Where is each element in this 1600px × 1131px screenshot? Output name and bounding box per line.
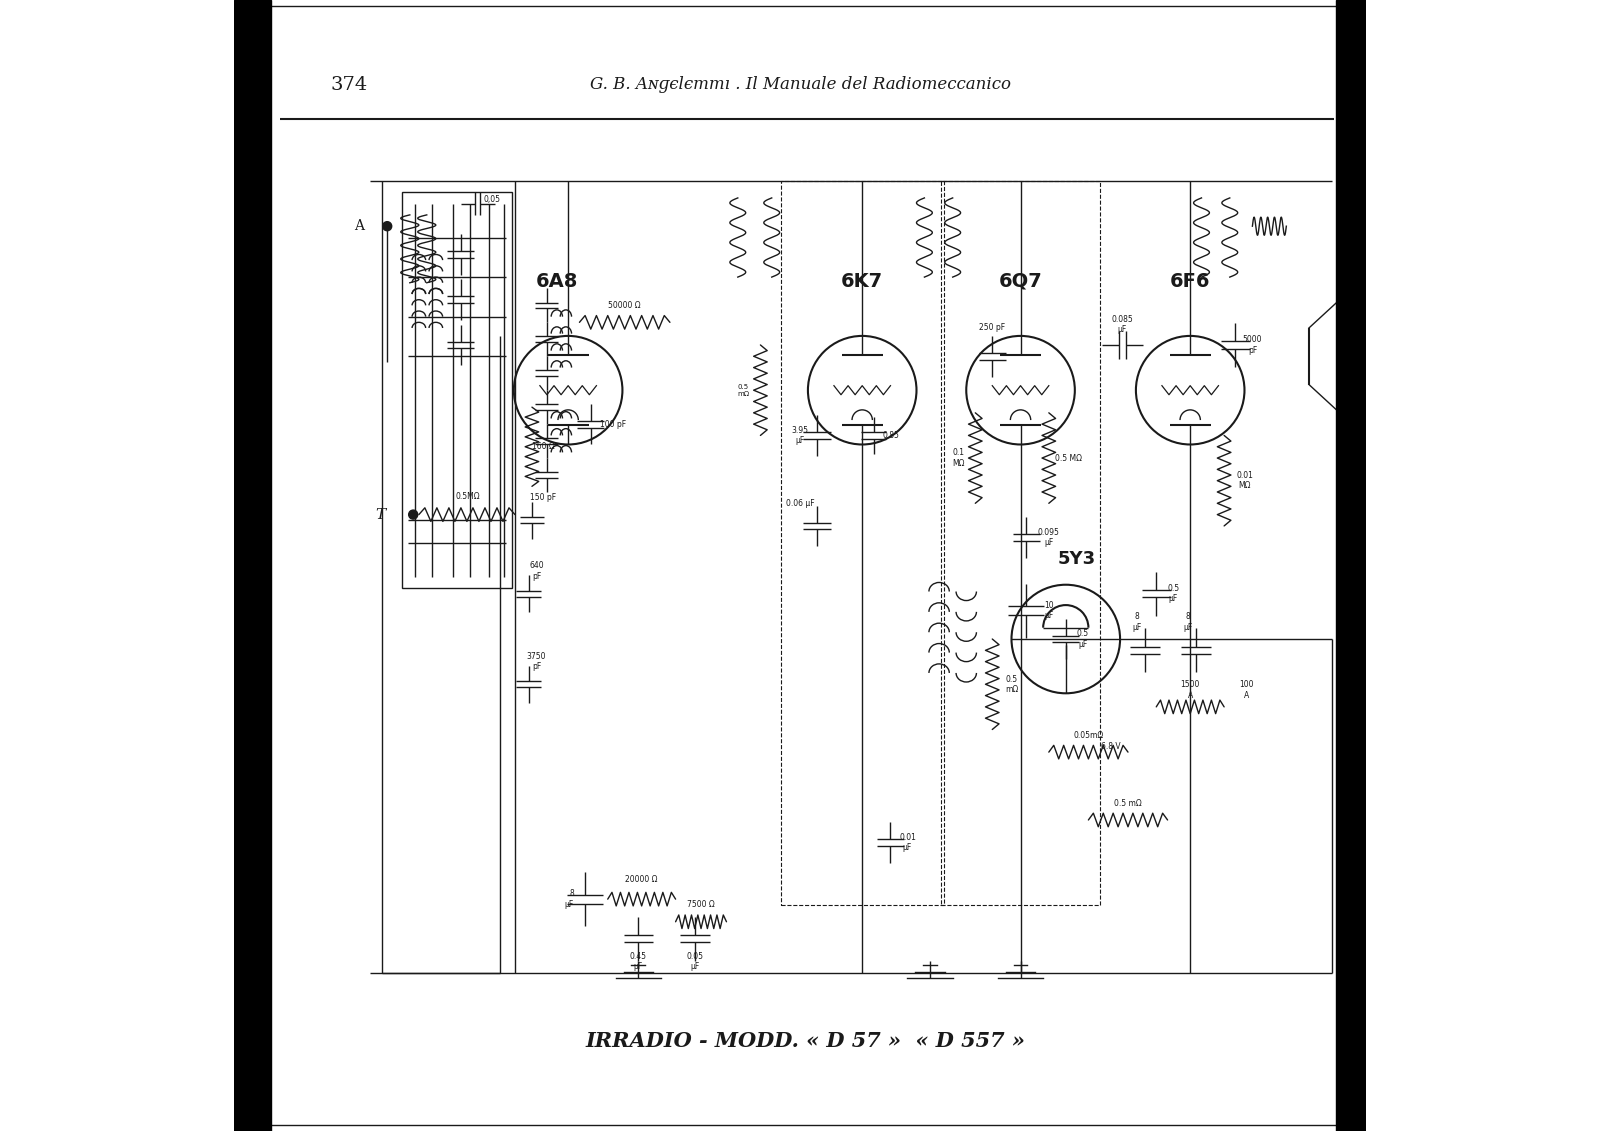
Text: 0.1
MΩ: 0.1 MΩ [952,448,965,468]
Text: 0.095
μF: 0.095 μF [1038,527,1059,547]
Text: 0.5MΩ: 0.5MΩ [454,492,480,501]
Text: 6A8: 6A8 [536,271,578,291]
Text: 7500 Ω: 7500 Ω [686,900,714,909]
Text: 0,05: 0,05 [483,195,501,204]
Text: A: A [355,219,365,233]
Text: 0.05
μF: 0.05 μF [686,951,704,972]
Text: 0.5
mΩ: 0.5 mΩ [1005,674,1018,694]
Text: 250 pF: 250 pF [979,323,1005,333]
Text: 10
μF: 10 μF [1045,601,1054,621]
Text: 8
μF: 8 μF [565,889,574,909]
Text: 1500
A: 1500 A [1181,680,1200,700]
Text: 0.05mΩ: 0.05mΩ [1074,731,1104,740]
Text: 0.01
μF: 0.01 μF [899,832,915,853]
Bar [781,181,944,905]
Text: 150 pF: 150 pF [530,493,557,502]
Text: T: T [374,508,386,521]
Bar [1336,0,1365,1131]
Bar [402,192,512,588]
Text: 0.5 mΩ: 0.5 mΩ [1114,798,1142,808]
Text: 160 Ω: 160 Ω [531,442,555,451]
Text: 374: 374 [331,76,368,94]
Text: 5Y3: 5Y3 [1058,550,1096,568]
Text: 6F6: 6F6 [1170,271,1211,291]
Text: 640
pF: 640 pF [530,561,544,581]
Text: 0.5
μF: 0.5 μF [1166,584,1179,604]
Text: 0.5 MΩ: 0.5 MΩ [1054,454,1082,463]
Text: 0.85: 0.85 [882,431,899,440]
Text: 100
A: 100 A [1240,680,1254,700]
Text: 50000 Ω: 50000 Ω [608,301,642,310]
Text: 6K7: 6K7 [842,271,883,291]
Text: 3750
pF: 3750 pF [526,651,546,672]
Text: 0.5
μF: 0.5 μF [1077,629,1090,649]
Text: 0.085
μF: 0.085 μF [1112,314,1133,335]
Text: 8
μF: 8 μF [1184,612,1192,632]
Text: G. B. Aɴɡєlєттı . Ιl Manuale del Radiomeccanico: G. B. Aɴɡєlєттı . Ιl Manuale del Radiome… [589,76,1011,94]
Text: 3.95
μF: 3.95 μF [792,425,808,446]
Text: 6Q7: 6Q7 [998,271,1043,291]
Text: 5000
pF: 5000 pF [1243,335,1262,355]
Text: IRRADIO - MODD. « D 57 »  « D 557 »: IRRADIO - MODD. « D 57 » « D 557 » [586,1030,1026,1051]
Text: 0.01
MΩ: 0.01 MΩ [1237,470,1253,491]
Text: 8
μF: 8 μF [1133,612,1142,632]
Text: 0.5
mΩ: 0.5 mΩ [738,383,749,397]
Circle shape [382,222,392,231]
Text: 20000 Ω: 20000 Ω [626,875,658,884]
Text: 0.06 μF: 0.06 μF [786,499,814,508]
Text: 6.8 V: 6.8 V [1101,742,1122,751]
Circle shape [408,510,418,519]
Text: 0.45
μF: 0.45 μF [630,951,646,972]
Bar [235,0,270,1131]
Text: 100 pF: 100 pF [600,420,627,429]
Bar [941,181,1099,905]
